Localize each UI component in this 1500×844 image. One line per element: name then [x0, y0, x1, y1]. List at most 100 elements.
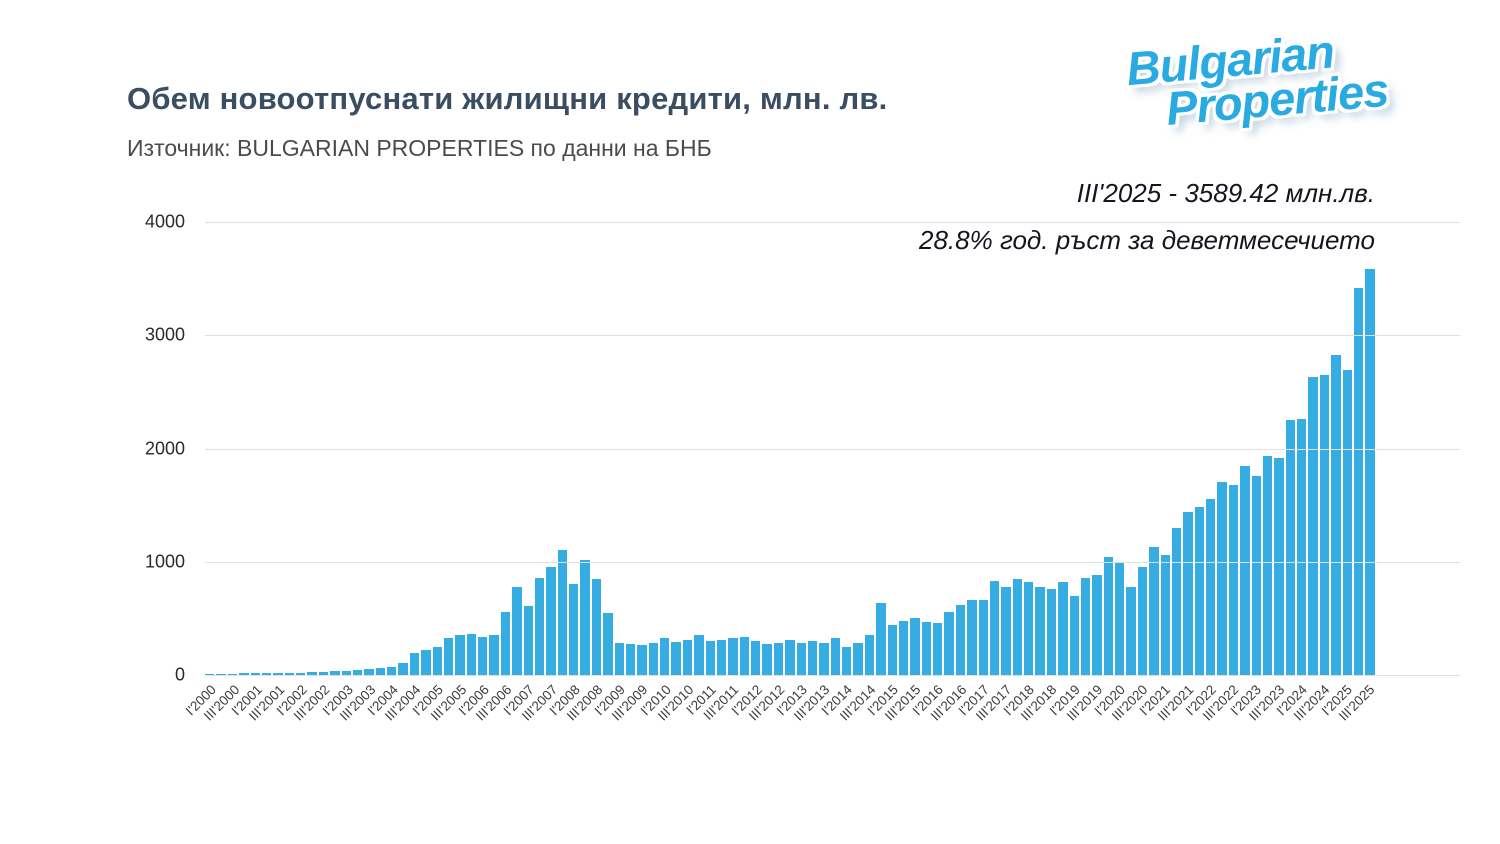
bar-II'2002 [307, 672, 317, 675]
bar-I'2016 [933, 623, 943, 675]
y-tick-label-3000: 3000 [144, 324, 185, 345]
bar-III'2013 [819, 643, 829, 675]
gridline-1000 [205, 561, 1460, 563]
bar-I'2003 [341, 670, 351, 675]
bar-III'2019 [1092, 575, 1102, 675]
bar-I'2008 [569, 584, 579, 675]
bar-I'2012 [751, 641, 761, 675]
bar-IV'2001 [284, 672, 294, 675]
bar-I'2023 [1251, 475, 1261, 675]
bar-III'2000 [227, 673, 238, 675]
bar-IV'2022 [1240, 465, 1250, 675]
bar-III'2005 [455, 635, 465, 675]
bar-II'2013 [807, 641, 818, 675]
brand-logo: Bulgarian Properties [1124, 23, 1390, 135]
bar-IV'2013 [830, 637, 840, 675]
bar-II'2025 [1353, 287, 1364, 675]
bar-I'2015 [887, 625, 897, 675]
bar-II'2001 [261, 673, 272, 675]
bar-II'2006 [489, 635, 499, 675]
bar-II'2023 [1262, 456, 1273, 675]
bar-III'2007 [546, 567, 556, 675]
bar-I'2004 [387, 666, 397, 675]
bar-II'2004 [398, 662, 408, 675]
bar-IV'2008 [603, 612, 613, 675]
bar-I'2006 [478, 637, 488, 675]
bars [205, 222, 1375, 675]
bar-I'2009 [614, 643, 624, 675]
bar-II'2017 [989, 581, 1000, 675]
bar-III'2012 [773, 643, 784, 675]
bar-II'2009 [625, 644, 636, 675]
bar-IV'2010 [694, 635, 704, 675]
annotation-latest-value: III'2025 - 3589.42 млн.лв. [1076, 178, 1375, 208]
bar-I'2013 [796, 643, 806, 675]
gridline-0 [205, 675, 1460, 676]
bar-III'2024 [1319, 374, 1330, 675]
bar-IV'2019 [1103, 557, 1113, 675]
bar-IV'2017 [1012, 579, 1022, 675]
bar-I'2011 [705, 641, 715, 675]
bar-III'2011 [728, 637, 738, 675]
bar-I'2025 [1342, 370, 1352, 675]
bar-III'2016 [955, 604, 966, 675]
bar-III'2008 [591, 578, 602, 675]
bar-II'2003 [352, 669, 363, 675]
bar-II'2024 [1308, 377, 1318, 675]
bar-IV'2012 [785, 639, 795, 675]
bar-III'2022 [1228, 484, 1239, 675]
gridline-3000 [205, 335, 1460, 337]
bar-III'2023 [1274, 457, 1284, 675]
bar-III'2025 [1365, 268, 1375, 675]
bar-III'2002 [318, 671, 329, 675]
bar-III'2004 [409, 653, 420, 675]
bar-II'2019 [1080, 577, 1091, 675]
bar-II'2014 [853, 642, 863, 675]
gridline-4000 [205, 222, 1460, 223]
bar-III'2018 [1046, 588, 1057, 675]
y-tick-label-1000: 1000 [144, 551, 185, 572]
bar-III'2009 [637, 645, 647, 675]
bar-IV'2014 [876, 602, 886, 675]
bar-IV'2020 [1149, 547, 1159, 675]
bar-IV'2000 [239, 673, 249, 675]
bar-I'2000 [205, 674, 215, 675]
bar-I'2001 [250, 673, 260, 675]
gridline-2000 [205, 448, 1460, 450]
bar-IV'2016 [967, 600, 977, 675]
bar-II'2016 [944, 611, 954, 675]
bar-I'2024 [1297, 419, 1307, 675]
y-tick-label-4000: 4000 [144, 211, 185, 232]
bar-III'2021 [1183, 511, 1193, 675]
source-line: Източник: BULGARIAN PROPERTIES по данни … [127, 135, 712, 161]
bar-II'2010 [671, 642, 681, 675]
bar-I'2022 [1206, 499, 1216, 675]
bar-III'2017 [1001, 586, 1011, 675]
chart-annotation: III'2025 - 3589.42 млн.лв. 28.8% год. ръ… [919, 170, 1375, 264]
bar-I'2002 [296, 672, 306, 675]
bar-IV'2002 [330, 671, 340, 675]
y-tick-label-0: 0 [174, 664, 185, 685]
bar-IV'2023 [1285, 420, 1295, 675]
bar-II'2008 [580, 559, 590, 675]
bar-II'2022 [1217, 482, 1227, 675]
bar-IV'2007 [557, 550, 567, 675]
bar-II'2021 [1171, 527, 1182, 675]
bar-IV'2018 [1058, 582, 1068, 675]
bar-II'2005 [443, 637, 454, 675]
bar-I'2018 [1024, 582, 1034, 675]
bar-II'2011 [716, 639, 727, 675]
annotation-growth: 28.8% год. ръст за деветмесечието [919, 225, 1375, 255]
bar-I'2019 [1069, 595, 1079, 675]
bar-IV'2024 [1331, 354, 1341, 675]
bar-IV'2021 [1194, 507, 1204, 675]
bar-IV'2009 [648, 643, 658, 675]
bar-II'2015 [898, 620, 909, 675]
bar-III'2020 [1137, 567, 1148, 675]
bar-III'2010 [682, 639, 693, 675]
y-axis: 0 1000 2000 3000 4000 [110, 212, 195, 685]
bar-III'2001 [273, 672, 283, 675]
bar-II'2012 [762, 644, 772, 675]
bar-III'2003 [364, 669, 374, 675]
